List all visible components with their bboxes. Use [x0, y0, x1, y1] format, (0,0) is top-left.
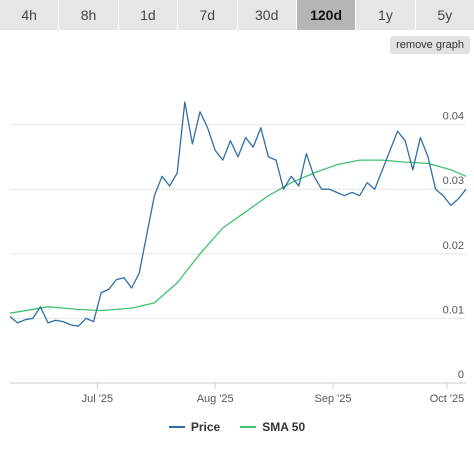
chart-legend: Price SMA 50: [0, 420, 474, 434]
tab-1d[interactable]: 1d: [118, 0, 178, 30]
chart-labels: 0 0.01 0.02 0.03 0.04: [443, 111, 464, 381]
tab-4h[interactable]: 4h: [0, 0, 59, 30]
x-tick-label: Jul '25: [82, 393, 113, 405]
tab-120d[interactable]: 120d: [296, 0, 356, 30]
y-tick-label: 0.02: [443, 240, 464, 252]
x-tick-label: Sep '25: [315, 393, 352, 405]
tab-8h[interactable]: 8h: [59, 0, 118, 30]
y-tick-label: 0: [458, 369, 464, 381]
legend-label-sma: SMA 50: [262, 420, 306, 434]
legend-item-sma[interactable]: SMA 50: [240, 420, 305, 434]
price-series-line: [9, 101, 467, 327]
legend-item-price[interactable]: Price: [168, 420, 221, 434]
legend-swatch-price: [168, 426, 185, 428]
tab-7d[interactable]: 7d: [178, 0, 237, 30]
chart-grid: [10, 124, 466, 384]
x-tick-label: Aug '25: [197, 393, 234, 405]
tab-1y[interactable]: 1y: [356, 0, 415, 30]
sma-series-line: [9, 159, 467, 314]
x-tick-label: Oct '25: [430, 393, 465, 405]
remove-graph-button[interactable]: remove graph: [390, 36, 470, 54]
tab-5y[interactable]: 5y: [415, 0, 474, 30]
chart-series: [9, 101, 467, 327]
legend-label-price: Price: [190, 420, 221, 434]
y-tick-label: 0.01: [443, 304, 464, 316]
y-tick-label: 0.03: [443, 175, 464, 187]
timeframe-tabs: 4h 8h 1d 7d 30d 120d 1y 5y: [0, 0, 474, 30]
tab-30d[interactable]: 30d: [237, 0, 296, 30]
legend-swatch-sma: [240, 426, 257, 428]
y-tick-label: 0.04: [443, 111, 464, 123]
x-axis: Jul '25 Aug '25 Sep '25 Oct '25: [82, 383, 465, 405]
